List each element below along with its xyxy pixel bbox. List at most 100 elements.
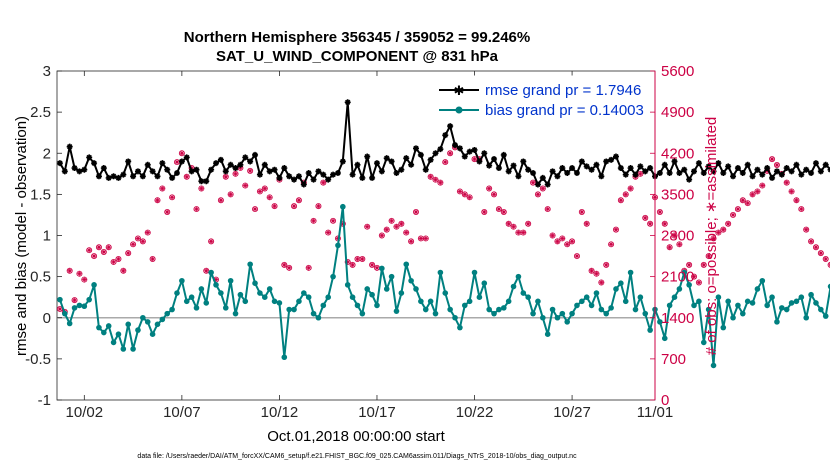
bias-point	[62, 310, 68, 317]
bias-point	[364, 286, 371, 292]
rmse-point	[432, 150, 439, 157]
obs-assimilated-marker	[350, 262, 355, 268]
obs-assimilated-marker	[384, 227, 389, 232]
bias-point	[91, 282, 97, 288]
rmse-point	[330, 171, 337, 178]
obs-assimilated-marker	[486, 186, 492, 191]
rmse-point	[237, 161, 244, 168]
obs-assimilated-marker	[662, 221, 667, 226]
obs-possible-marker	[291, 203, 298, 210]
rmse-point	[686, 176, 693, 183]
rmse-point	[310, 176, 317, 183]
bias-point	[281, 354, 288, 361]
bias-point	[81, 303, 88, 310]
obs-assimilated-marker	[360, 256, 365, 262]
bias-point	[788, 300, 795, 306]
bias-point	[452, 314, 458, 321]
rmse-point	[261, 161, 268, 168]
bias-point	[637, 294, 644, 300]
bias-point	[822, 313, 829, 319]
bias-point	[603, 310, 610, 317]
obs-assimilated-marker	[755, 189, 760, 194]
obs-assimilated-marker	[545, 206, 550, 212]
obs-possible-marker	[110, 258, 117, 265]
bias-point	[827, 283, 830, 290]
bias-point	[720, 324, 727, 331]
obs-assimilated-marker	[472, 156, 477, 162]
obs-possible-marker	[739, 197, 746, 204]
rmse-point	[66, 143, 73, 150]
rmse-point	[178, 158, 185, 165]
bias-point	[686, 282, 692, 288]
obs-assimilated-marker	[106, 245, 111, 250]
obs-assimilated-marker	[365, 224, 370, 229]
rmse-point	[700, 169, 707, 176]
obs-possible-marker	[749, 191, 756, 198]
obs-possible-marker	[271, 203, 278, 210]
bias-point	[174, 290, 180, 296]
obs-possible-marker	[383, 226, 390, 233]
obs-possible-marker	[773, 161, 780, 168]
rmse-point	[271, 166, 278, 173]
obs-possible-marker	[320, 179, 327, 186]
obs-possible-marker	[827, 261, 830, 268]
obs-assimilated-marker	[438, 180, 443, 185]
rmse-point	[154, 173, 161, 180]
rmse-point	[305, 169, 312, 176]
obs-possible-marker	[403, 229, 410, 236]
obs-assimilated-marker	[379, 233, 385, 238]
rmse-point	[710, 168, 717, 175]
rmse-point	[661, 161, 668, 168]
obs-assimilated-marker	[223, 174, 228, 179]
obs-possible-marker	[252, 206, 259, 213]
rmse-point	[276, 174, 283, 181]
rmse-point	[256, 171, 263, 178]
bias-point	[164, 310, 171, 317]
bias-point	[710, 362, 717, 369]
obs-assimilated-marker	[135, 236, 141, 241]
obs-possible-marker	[812, 244, 819, 251]
obs-possible-marker	[491, 191, 498, 198]
obs-assimilated-marker	[618, 198, 624, 203]
rmse-point	[539, 174, 546, 181]
y-right-tick-label: 4200	[661, 145, 694, 162]
obs-assimilated-marker	[408, 239, 414, 244]
rmse-point	[788, 168, 795, 175]
obs-possible-marker	[671, 232, 678, 239]
obs-assimilated-marker	[745, 200, 750, 206]
rmse-point	[125, 158, 132, 165]
bias-point	[76, 302, 83, 309]
obs-possible-marker	[637, 170, 644, 177]
rmse-point	[130, 173, 137, 180]
rmse-point	[91, 160, 98, 167]
obs-possible-marker	[256, 188, 263, 195]
obs-possible-marker	[734, 206, 741, 213]
legend-box	[431, 75, 645, 123]
obs-assimilated-marker	[643, 215, 648, 221]
obs-possible-marker	[769, 156, 776, 163]
bias-point	[86, 296, 92, 303]
bias-point	[447, 306, 453, 313]
rmse-point	[193, 166, 200, 173]
obs-assimilated-marker	[725, 221, 731, 226]
rmse-point	[754, 166, 761, 173]
bias-point	[266, 286, 273, 292]
obs-possible-marker	[217, 197, 224, 204]
bias-point	[544, 331, 551, 338]
bias-point	[135, 327, 141, 333]
obs-possible-marker	[393, 223, 400, 230]
y-axis-left-label: rmse and bias (model - observation)	[13, 116, 30, 356]
obs-possible-marker	[281, 261, 288, 268]
obs-assimilated-marker	[579, 209, 585, 215]
obs-assimilated-marker	[560, 236, 565, 241]
bias-point	[310, 310, 317, 317]
obs-assimilated-marker	[521, 230, 526, 235]
rmse-point	[793, 161, 800, 168]
rmse-point	[578, 158, 585, 165]
bias-point	[335, 242, 341, 249]
rmse-point	[817, 168, 824, 175]
obs-possible-marker	[349, 261, 356, 268]
obs-possible-marker	[647, 220, 654, 227]
obs-possible-marker	[154, 197, 161, 204]
